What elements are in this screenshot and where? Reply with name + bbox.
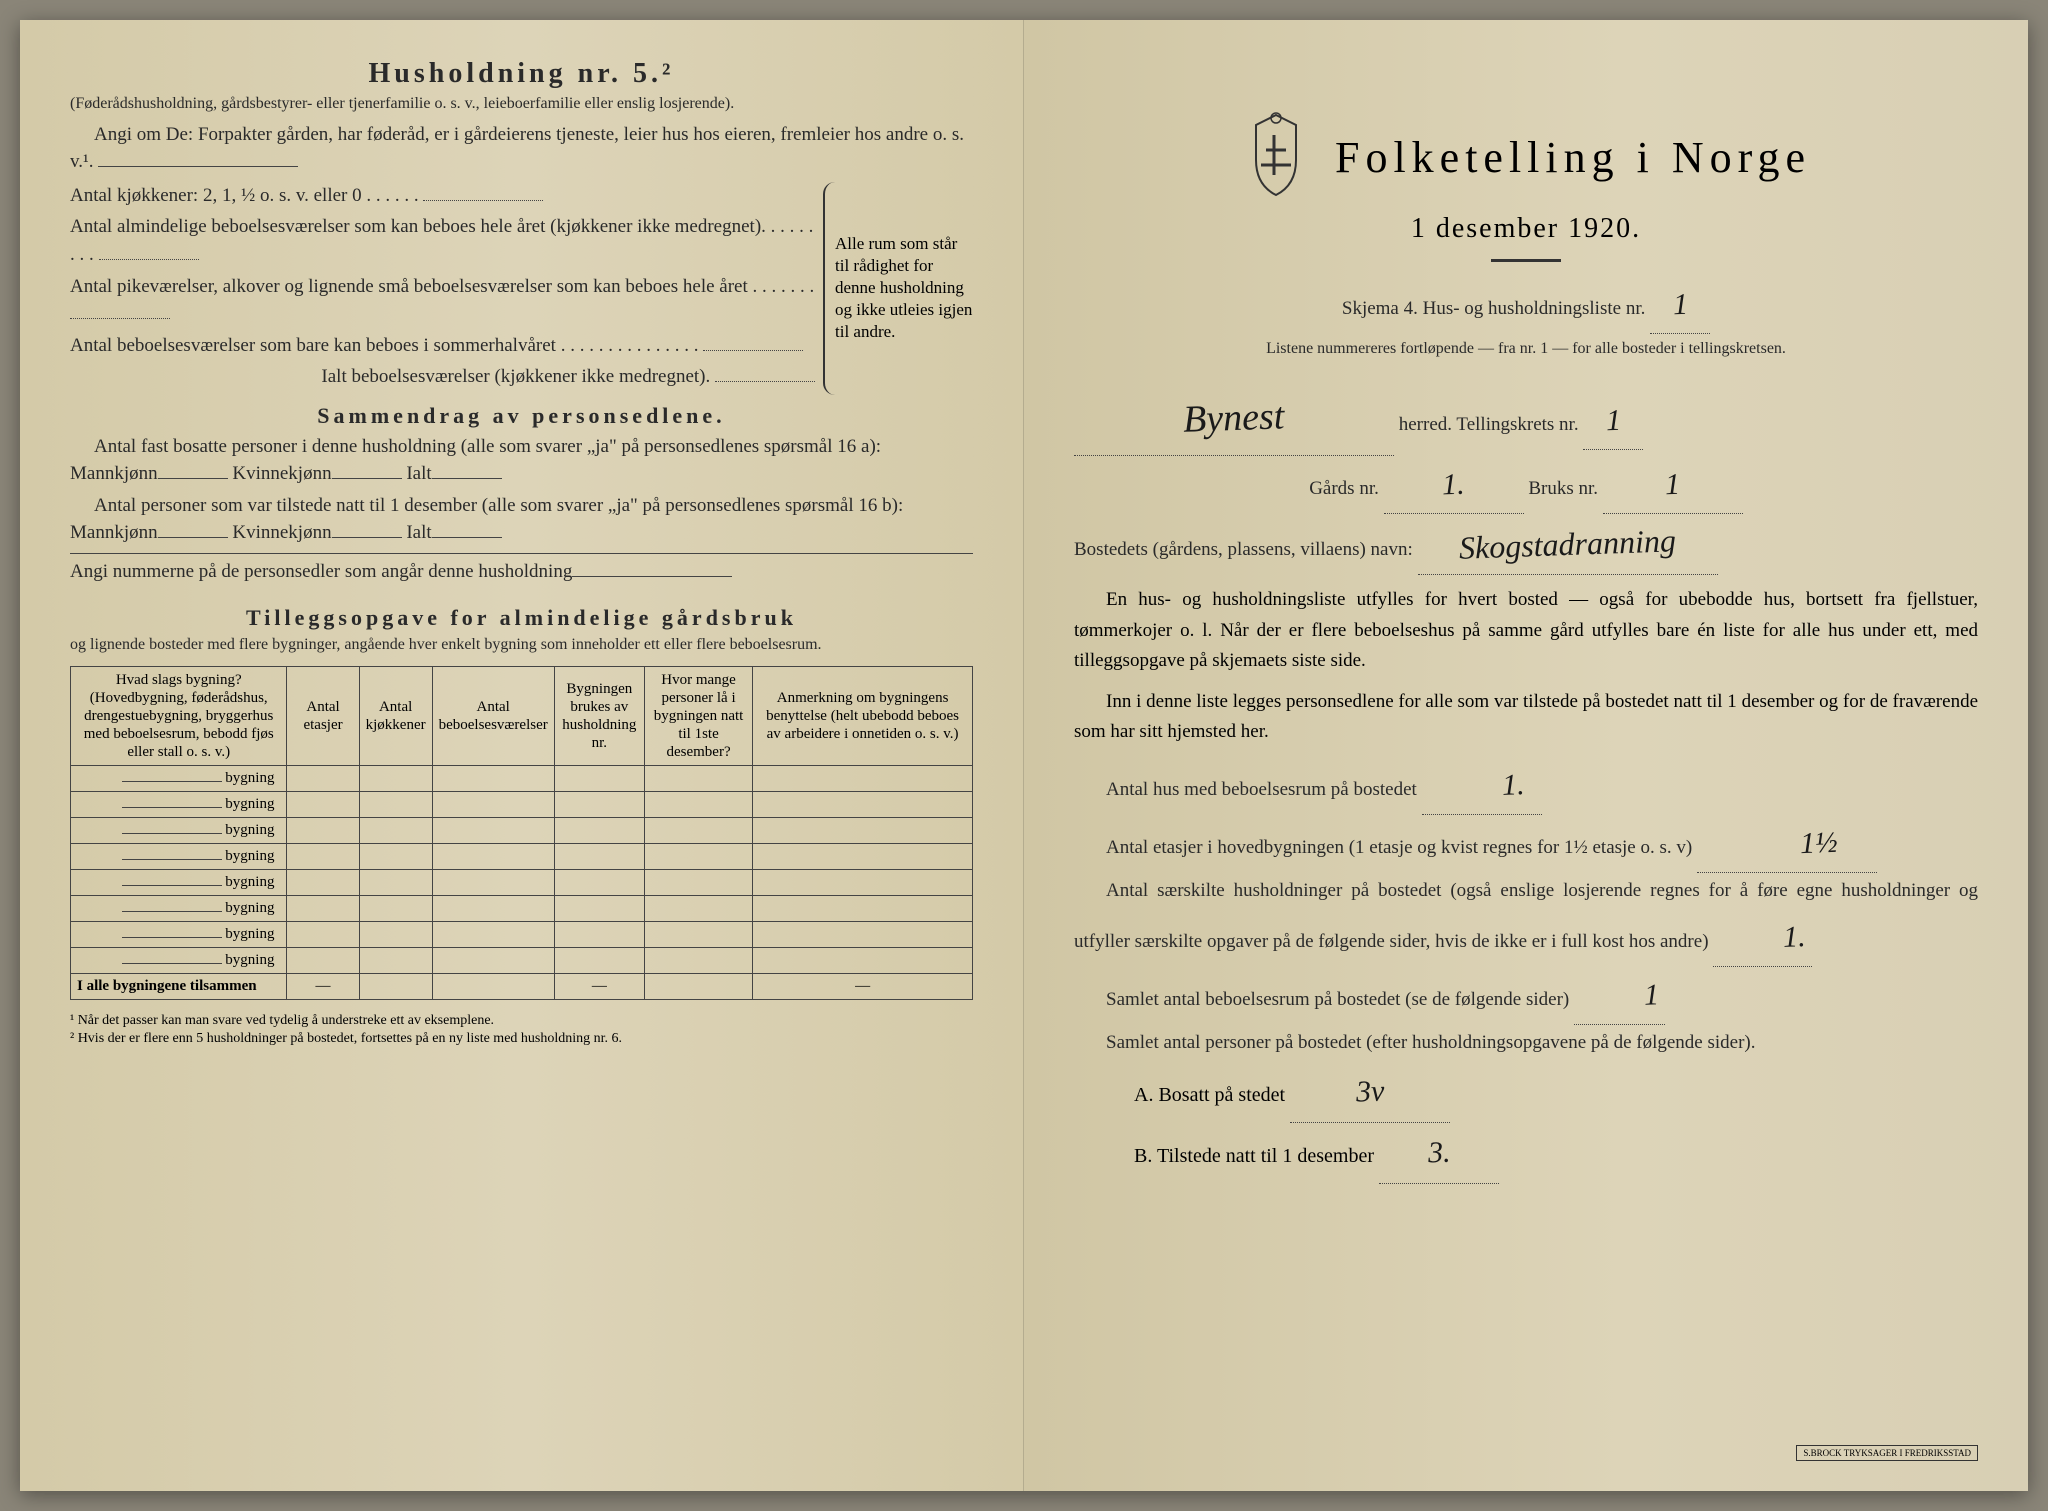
main-title: Folketelling i Norge xyxy=(1335,132,1811,183)
samlet-rum-value: 1 xyxy=(1605,966,1666,1025)
brace-note: Alle rum som står til rådighet for denne… xyxy=(823,182,973,395)
antal-etasjer-value: 1½ xyxy=(1761,814,1844,874)
row-label: bygning xyxy=(71,922,287,948)
table-row: bygning xyxy=(71,766,973,792)
footnote-1: ¹ Når det passer kan man svare ved tydel… xyxy=(70,1012,973,1030)
document-spread: Husholdning nr. 5.² (Føderådshusholdning… xyxy=(20,20,2028,1491)
table-row: bygning xyxy=(71,792,973,818)
skjema-value: 1 xyxy=(1666,276,1695,334)
table-row: bygning xyxy=(71,844,973,870)
tillegg-sub: og lignende bosteder med flere bygninger… xyxy=(70,635,973,656)
th-3: Antal beboelsesværelser xyxy=(432,667,554,766)
samlet-rum-line: Samlet antal beboelsesrum på bostedet (s… xyxy=(1074,967,1978,1025)
table-footer-row: I alle bygningene tilsammen — — — xyxy=(71,974,973,1000)
intro-text: Angi om De: Forpakter gården, har føderå… xyxy=(70,121,973,176)
table-body: bygning bygning bygning bygning bygning … xyxy=(71,766,973,974)
table-row: bygning xyxy=(71,896,973,922)
th-2: Antal kjøkkener xyxy=(359,667,432,766)
right-header: Folketelling i Norge 1 desember 1920. xyxy=(1074,110,1978,262)
bruks-value: 1 xyxy=(1658,455,1687,513)
item-a: A. Bosatt på stedet 3v xyxy=(1134,1062,1978,1123)
th-0: Hvad slags bygning? (Hovedbygning, føder… xyxy=(71,667,287,766)
antal-hush-value: 1. xyxy=(1744,908,1812,967)
table-header: Hvad slags bygning? (Hovedbygning, føder… xyxy=(71,667,973,766)
listene-line: Listene nummereres fortløpende — fra nr.… xyxy=(1074,334,1978,364)
date-line: 1 desember 1920. xyxy=(1074,213,1978,245)
a-value: 3v xyxy=(1349,1061,1391,1122)
rooms-list: Antal kjøkkener: 2, 1, ½ o. s. v. eller … xyxy=(70,182,815,395)
bosted-line: Bostedets (gårdens, plassens, villaens) … xyxy=(1074,514,1978,576)
left-page: Husholdning nr. 5.² (Føderådshusholdning… xyxy=(20,20,1024,1491)
herred-line: Bynest herred. Tellingskrets nr. 1 xyxy=(1074,382,1978,455)
row-label: bygning xyxy=(71,896,287,922)
row-label: bygning xyxy=(71,948,287,974)
table-row: bygning xyxy=(71,870,973,896)
bosted-value: Skogstadranning xyxy=(1452,510,1683,579)
th-6: Anmerkning om bygningens benyttelse (hel… xyxy=(753,667,973,766)
maid-rooms: Antal pikeværelser, alkover og lignende … xyxy=(70,273,815,328)
kitchens-line: Antal kjøkkener: 2, 1, ½ o. s. v. eller … xyxy=(70,182,815,210)
printer-mark: S.BROCK TRYKSAGER I FREDRIKSSTAD xyxy=(1796,1445,1978,1461)
tillegg-title: Tilleggsopgave for almindelige gårdsbruk xyxy=(70,605,973,631)
divider xyxy=(1491,259,1561,262)
antal-hush-line: Antal særskilte husholdninger på bostede… xyxy=(1074,873,1978,967)
skjema-line: Skjema 4. Hus- og husholdningsliste nr. … xyxy=(1074,276,1978,334)
coat-of-arms-icon xyxy=(1241,110,1311,205)
row-label: bygning xyxy=(71,766,287,792)
herred-value: Bynest xyxy=(1176,380,1292,456)
para-1: En hus- og husholdningsliste utfylles fo… xyxy=(1074,585,1978,676)
total-rooms: Ialt beboelsesværelser (kjøkkener ikke m… xyxy=(70,363,815,391)
th-1: Antal etasjer xyxy=(287,667,359,766)
right-page: Folketelling i Norge 1 desember 1920. Sk… xyxy=(1024,20,2028,1491)
table-row: bygning xyxy=(71,948,973,974)
antal-hus-value: 1. xyxy=(1463,756,1531,815)
blank-line xyxy=(98,150,298,167)
footnote-2: ² Hvis der er flere enn 5 husholdninger … xyxy=(70,1030,973,1048)
footer-label: I alle bygningene tilsammen xyxy=(71,974,287,1000)
gards-line: Gårds nr. 1. Bruks nr. 1 xyxy=(1074,456,1978,514)
tellingskrets-value: 1 xyxy=(1599,392,1628,450)
table-row: bygning xyxy=(71,818,973,844)
b-value: 3. xyxy=(1421,1122,1458,1183)
row-label: bygning xyxy=(71,818,287,844)
table-row: bygning xyxy=(71,922,973,948)
para-2: Inn i denne liste legges personsedlene f… xyxy=(1074,687,1978,748)
item-b: B. Tilstede natt til 1 desember 3. xyxy=(1134,1123,1978,1184)
household-subtitle: (Føderådshusholdning, gårdsbestyrer- ell… xyxy=(70,94,973,115)
summer-rooms: Antal beboelsesværelser som bare kan beb… xyxy=(70,332,815,360)
th-4: Bygningen brukes av husholdning nr. xyxy=(554,667,644,766)
summary-title: Sammendrag av personsedlene. xyxy=(70,403,973,429)
th-5: Hvor mange personer lå i bygningen natt … xyxy=(644,667,752,766)
gards-value: 1. xyxy=(1435,455,1471,513)
ab-list: A. Bosatt på stedet 3v B. Tilstede natt … xyxy=(1134,1062,1978,1184)
rooms-all-year: Antal almindelige beboelsesværelser som … xyxy=(70,213,815,268)
buildings-table: Hvad slags bygning? (Hovedbygning, føder… xyxy=(70,666,973,1000)
antal-etasjer-line: Antal etasjer i hovedbygningen (1 etasje… xyxy=(1074,815,1978,873)
row-label: bygning xyxy=(71,844,287,870)
footnotes: ¹ Når det passer kan man svare ved tydel… xyxy=(70,1012,973,1048)
household-title: Husholdning nr. 5.² xyxy=(70,58,973,90)
row-label: bygning xyxy=(71,792,287,818)
samlet-pers-line: Samlet antal personer på bostedet (efter… xyxy=(1074,1025,1978,1061)
antal-hus-line: Antal hus med beboelsesrum på bostedet 1… xyxy=(1074,757,1978,815)
summary-line-1: Antal fast bosatte personer i denne hush… xyxy=(70,433,973,488)
row-label: bygning xyxy=(71,870,287,896)
summary-line-3: Angi nummerne på de personsedler som ang… xyxy=(70,553,973,586)
rooms-brace-block: Antal kjøkkener: 2, 1, ½ o. s. v. eller … xyxy=(70,182,973,395)
summary-line-2: Antal personer som var tilstede natt til… xyxy=(70,492,973,547)
